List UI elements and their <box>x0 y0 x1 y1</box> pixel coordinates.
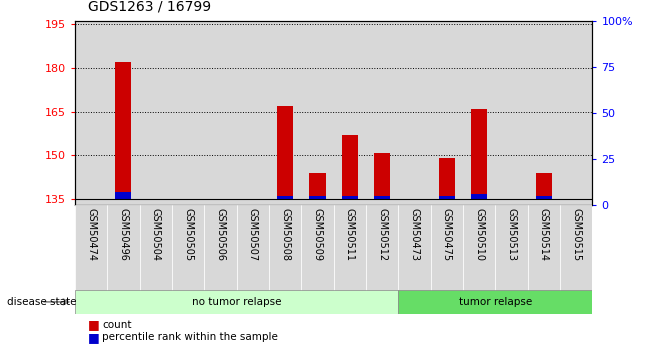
Bar <box>431 21 463 205</box>
Bar <box>75 290 398 314</box>
Bar <box>139 205 172 292</box>
Bar <box>495 205 528 292</box>
Text: percentile rank within the sample: percentile rank within the sample <box>102 333 278 342</box>
Bar <box>277 106 293 199</box>
Text: GSM50515: GSM50515 <box>571 208 581 261</box>
Text: GSM50512: GSM50512 <box>377 208 387 261</box>
Bar <box>398 205 431 292</box>
Bar <box>75 205 107 292</box>
Bar <box>439 158 455 199</box>
Bar <box>115 192 132 199</box>
Text: GSM50507: GSM50507 <box>248 208 258 261</box>
Text: GSM50513: GSM50513 <box>506 208 516 261</box>
Text: GSM50473: GSM50473 <box>409 208 419 261</box>
Bar <box>342 196 358 199</box>
Bar <box>204 21 236 205</box>
Bar <box>172 21 204 205</box>
Bar <box>342 135 358 199</box>
Bar <box>463 21 495 205</box>
Text: GSM50505: GSM50505 <box>183 208 193 261</box>
Text: no tumor relapse: no tumor relapse <box>192 297 281 307</box>
Text: disease state: disease state <box>7 297 76 307</box>
Bar <box>115 62 132 199</box>
Bar <box>374 196 390 199</box>
Text: GDS1263 / 16799: GDS1263 / 16799 <box>88 0 211 14</box>
Text: tumor relapse: tumor relapse <box>459 297 532 307</box>
Bar <box>269 205 301 292</box>
Bar <box>439 196 455 199</box>
Bar <box>204 205 236 292</box>
Bar <box>536 196 552 199</box>
Text: GSM50506: GSM50506 <box>215 208 225 261</box>
Bar <box>528 21 560 205</box>
Bar <box>471 194 488 199</box>
Text: count: count <box>102 320 132 330</box>
Bar <box>139 21 172 205</box>
Text: ■: ■ <box>88 318 100 332</box>
Text: GSM50475: GSM50475 <box>442 208 452 261</box>
Bar <box>277 196 293 199</box>
Text: GSM50508: GSM50508 <box>280 208 290 261</box>
Bar <box>366 21 398 205</box>
Text: GSM50496: GSM50496 <box>118 208 128 261</box>
Bar <box>107 21 139 205</box>
Bar <box>495 21 528 205</box>
Bar <box>75 21 107 205</box>
Bar <box>301 21 333 205</box>
Bar <box>107 205 139 292</box>
Text: GSM50514: GSM50514 <box>539 208 549 261</box>
Bar <box>301 205 333 292</box>
Bar <box>536 173 552 199</box>
Text: GSM50509: GSM50509 <box>312 208 322 261</box>
Bar <box>374 152 390 199</box>
Text: GSM50510: GSM50510 <box>474 208 484 261</box>
Bar <box>236 21 269 205</box>
Bar <box>333 205 366 292</box>
Text: GSM50511: GSM50511 <box>345 208 355 261</box>
Bar <box>309 196 326 199</box>
Bar <box>398 290 592 314</box>
Bar <box>236 205 269 292</box>
Text: GSM50474: GSM50474 <box>86 208 96 261</box>
Text: ■: ■ <box>88 331 100 344</box>
Bar <box>471 109 488 199</box>
Bar <box>309 173 326 199</box>
Bar <box>431 205 463 292</box>
Bar <box>398 21 431 205</box>
Bar <box>560 205 592 292</box>
Bar <box>560 21 592 205</box>
Bar <box>333 21 366 205</box>
Bar <box>463 205 495 292</box>
Text: GSM50504: GSM50504 <box>151 208 161 261</box>
Bar <box>269 21 301 205</box>
Bar <box>366 205 398 292</box>
Bar <box>528 205 560 292</box>
Bar <box>172 205 204 292</box>
